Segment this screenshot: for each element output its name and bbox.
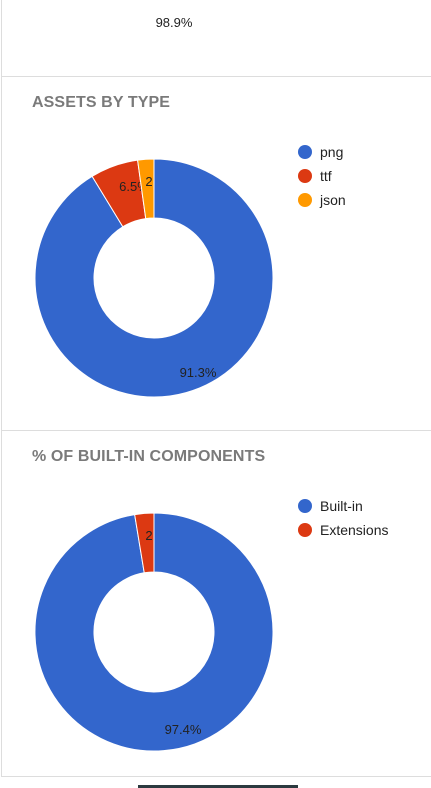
assets-by-type-chart[interactable]: 91.3%6.5%2 <box>0 77 431 430</box>
legend-item-built-in[interactable]: Built-in <box>298 494 388 518</box>
chart-legend: png ttf json <box>298 140 346 212</box>
previous-pie-chart: 98.9% <box>156 15 193 30</box>
legend-item-json[interactable]: json <box>298 188 346 212</box>
slice-data-label: 97.4% <box>165 722 202 737</box>
slice-data-label: 2 <box>145 528 152 543</box>
legend-label: json <box>320 192 346 208</box>
legend-swatch <box>298 499 312 513</box>
legend-item-ttf[interactable]: ttf <box>298 164 346 188</box>
legend-swatch <box>298 193 312 207</box>
legend-swatch <box>298 169 312 183</box>
legend-swatch <box>298 523 312 537</box>
pie-slice-png[interactable] <box>34 158 274 398</box>
legend-item-extensions[interactable]: Extensions <box>298 518 388 542</box>
slice-data-label: 98.9% <box>156 15 193 30</box>
legend-label: png <box>320 144 344 160</box>
legend-label: Extensions <box>320 522 389 538</box>
card-divider <box>1 430 431 431</box>
pie-slice-built-in[interactable] <box>34 512 274 752</box>
chart-legend: Built-in Extensions <box>298 494 388 542</box>
legend-label: ttf <box>320 168 332 184</box>
built-in-components-chart[interactable]: 97.4% 2 <box>0 431 431 776</box>
slice-data-label: 91.3% <box>180 365 217 380</box>
card-divider <box>1 76 431 77</box>
pie-slice-json[interactable] <box>137 158 155 220</box>
legend-label: Built-in <box>320 498 363 514</box>
card-title: % OF BUILT-IN COMPONENTS <box>32 448 266 465</box>
pie-slice-extensions[interactable] <box>134 512 155 574</box>
slice-data-label: 2 <box>145 174 152 189</box>
card-divider <box>1 776 431 777</box>
card-title: ASSETS BY TYPE <box>32 94 171 111</box>
legend-item-png[interactable]: png <box>298 140 346 164</box>
bottom-scroll-strip <box>0 785 431 788</box>
legend-swatch <box>298 145 312 159</box>
